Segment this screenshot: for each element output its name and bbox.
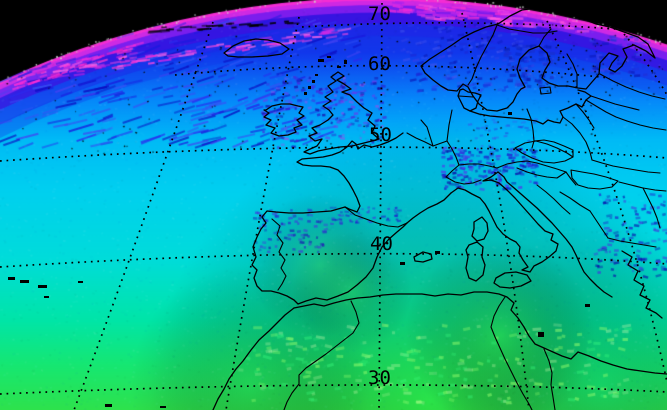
country-border <box>458 163 498 169</box>
country-border <box>467 24 498 86</box>
coastline <box>223 38 290 58</box>
country-border <box>590 95 640 111</box>
coastline <box>263 103 305 137</box>
coastline <box>406 192 452 224</box>
small-island-mark <box>8 277 15 280</box>
coastline <box>212 307 295 410</box>
meridian-line <box>461 12 530 410</box>
small-island-mark <box>400 262 405 265</box>
parallel-30 <box>0 384 667 395</box>
country-border <box>607 237 657 248</box>
country-border <box>533 139 574 158</box>
country-border <box>516 167 567 179</box>
small-island-mark <box>38 285 47 288</box>
small-island-mark <box>435 251 440 254</box>
meridian-line <box>225 16 300 410</box>
coastline <box>303 71 380 155</box>
small-island-mark <box>160 406 166 408</box>
country-border <box>543 348 556 410</box>
small-island-mark <box>308 86 311 89</box>
small-island-mark <box>20 280 29 283</box>
latitude-label: 60 <box>368 53 391 75</box>
coastline-paths <box>212 7 667 410</box>
country-border <box>446 140 460 166</box>
country-border <box>526 108 535 149</box>
coastline <box>251 206 408 305</box>
small-island-mark <box>344 60 347 64</box>
parallel-40 <box>0 252 667 268</box>
small-island-mark <box>304 92 307 95</box>
coastline <box>450 171 559 273</box>
meridian-line <box>546 20 667 383</box>
country-border <box>406 132 434 147</box>
small-island-mark <box>327 56 331 58</box>
coastline <box>471 216 489 242</box>
border-paths <box>271 24 667 410</box>
small-island-mark <box>508 112 512 115</box>
country-border <box>344 206 408 228</box>
country-border <box>585 99 628 122</box>
country-border <box>565 171 577 186</box>
parallel-50 <box>0 146 667 162</box>
coastline <box>296 132 404 213</box>
latitude-label: 40 <box>370 233 393 255</box>
latitude-labels: 70 60 50 40 30 <box>368 3 393 389</box>
country-border <box>445 176 482 185</box>
country-border <box>538 28 552 47</box>
latitude-label: 30 <box>368 367 391 389</box>
country-border <box>618 181 667 192</box>
country-border <box>591 159 661 174</box>
small-island-mark <box>585 304 590 307</box>
coastline <box>457 88 482 112</box>
small-island-mark <box>105 404 112 407</box>
country-border <box>575 103 595 129</box>
coastline <box>621 250 663 319</box>
coastline <box>413 251 433 263</box>
small-island-mark <box>315 74 318 76</box>
country-border <box>566 53 578 88</box>
country-border <box>271 218 287 291</box>
island-marks <box>8 56 590 408</box>
country-border <box>599 73 666 100</box>
latitude-label: 70 <box>368 3 391 25</box>
small-island-mark <box>538 332 544 337</box>
country-border <box>536 184 571 215</box>
meridian-line <box>623 33 667 171</box>
country-border <box>539 86 552 95</box>
small-island-mark <box>44 296 49 298</box>
country-border <box>420 119 434 147</box>
country-border <box>559 191 591 212</box>
country-border <box>570 169 619 190</box>
country-border <box>445 164 460 178</box>
country-border <box>626 120 667 131</box>
meridian-line <box>378 2 383 410</box>
country-border <box>562 116 593 161</box>
coastline <box>493 271 532 289</box>
coastline <box>469 89 592 125</box>
country-border <box>496 24 558 34</box>
country-border <box>283 300 360 410</box>
coastline <box>465 241 486 282</box>
country-border <box>496 160 567 173</box>
country-border <box>642 187 661 229</box>
latitude-label: 50 <box>369 124 392 146</box>
coastline <box>420 7 656 112</box>
country-border <box>458 95 474 98</box>
country-border <box>589 210 609 239</box>
parallel-70 <box>301 21 643 32</box>
country-border <box>490 296 533 410</box>
small-island-mark <box>312 80 315 83</box>
country-border <box>432 109 453 147</box>
country-border <box>514 140 574 164</box>
coastline <box>497 171 613 298</box>
small-island-mark <box>318 59 324 62</box>
coastline <box>293 291 667 375</box>
meridian-line <box>73 21 214 410</box>
small-island-mark <box>337 66 341 68</box>
small-island-mark <box>78 281 83 283</box>
